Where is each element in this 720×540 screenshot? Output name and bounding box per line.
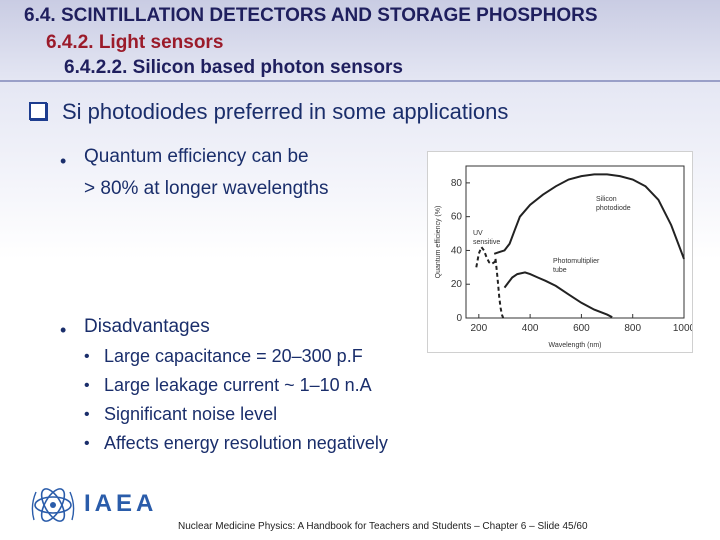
subsubsection-title: 6.4.2.2. Silicon based photon sensors	[64, 57, 403, 78]
disadvantage-item: Significant noise level	[104, 404, 278, 424]
bullet-dot-icon: •	[84, 435, 90, 452]
subsection-title: 6.4.2. Light sensors	[46, 32, 224, 53]
chart-annotation: tube	[553, 267, 567, 274]
x-tick-label: 800	[624, 323, 641, 334]
footer-citation: Nuclear Medicine Physics: A Handbook for…	[178, 521, 588, 532]
section-title: 6.4. SCINTILLATION DETECTORS AND STORAGE…	[24, 5, 598, 26]
series-line-0	[493, 173, 685, 260]
y-tick-label: 80	[451, 178, 463, 189]
disadvantage-item: Affects energy resolution negatively	[104, 433, 388, 453]
x-tick-label: 200	[470, 323, 487, 334]
bullet-dot-icon: •	[60, 151, 67, 171]
chart-annotation: Photomultiplier	[553, 258, 600, 265]
chart-annotation: photodiode	[596, 205, 631, 212]
y-axis-label: Quantum efficiency (%)	[435, 206, 442, 279]
x-tick-label: 400	[522, 323, 539, 334]
disadvantage-item: Large capacitance = 20–300 p.F	[104, 346, 363, 366]
x-tick-label: 600	[573, 323, 590, 334]
series-line-3	[494, 258, 505, 319]
bullet-dot-icon: •	[84, 406, 90, 423]
x-axis-label: Wavelength (nm)	[548, 342, 601, 349]
series-line-2	[503, 271, 613, 319]
y-tick-label: 20	[451, 279, 463, 290]
plot-frame	[465, 165, 685, 319]
disadvantage-item: Large leakage current ~ 1–10 n.A	[104, 375, 372, 395]
series-line-1	[475, 245, 498, 268]
main-bullet-text: Si photodiodes preferred in some applica…	[62, 99, 509, 124]
bullet-dot-icon: •	[60, 320, 67, 340]
disadvantages-label: Disadvantages	[84, 316, 210, 337]
y-tick-label: 60	[451, 212, 463, 223]
chart-annotation: Silicon	[596, 196, 617, 203]
y-tick-label: 0	[456, 313, 462, 324]
bullet-dot-icon: •	[84, 348, 90, 365]
y-tick-label: 40	[451, 245, 463, 256]
qe-line-1: Quantum efficiency can be	[84, 146, 309, 167]
bullet-dot-icon: •	[84, 377, 90, 394]
chart-annotation: sensitive	[473, 239, 500, 246]
checkbox-bullet-icon	[29, 102, 47, 120]
slide-header: 6.4. SCINTILLATION DETECTORS AND STORAGE…	[0, 0, 720, 82]
chart-annotation: UV	[473, 230, 483, 237]
iaea-logo-icon	[28, 482, 78, 533]
qe-line-2: > 80% at longer wavelengths	[84, 178, 329, 199]
iaea-wordmark: IAEA	[84, 490, 158, 517]
